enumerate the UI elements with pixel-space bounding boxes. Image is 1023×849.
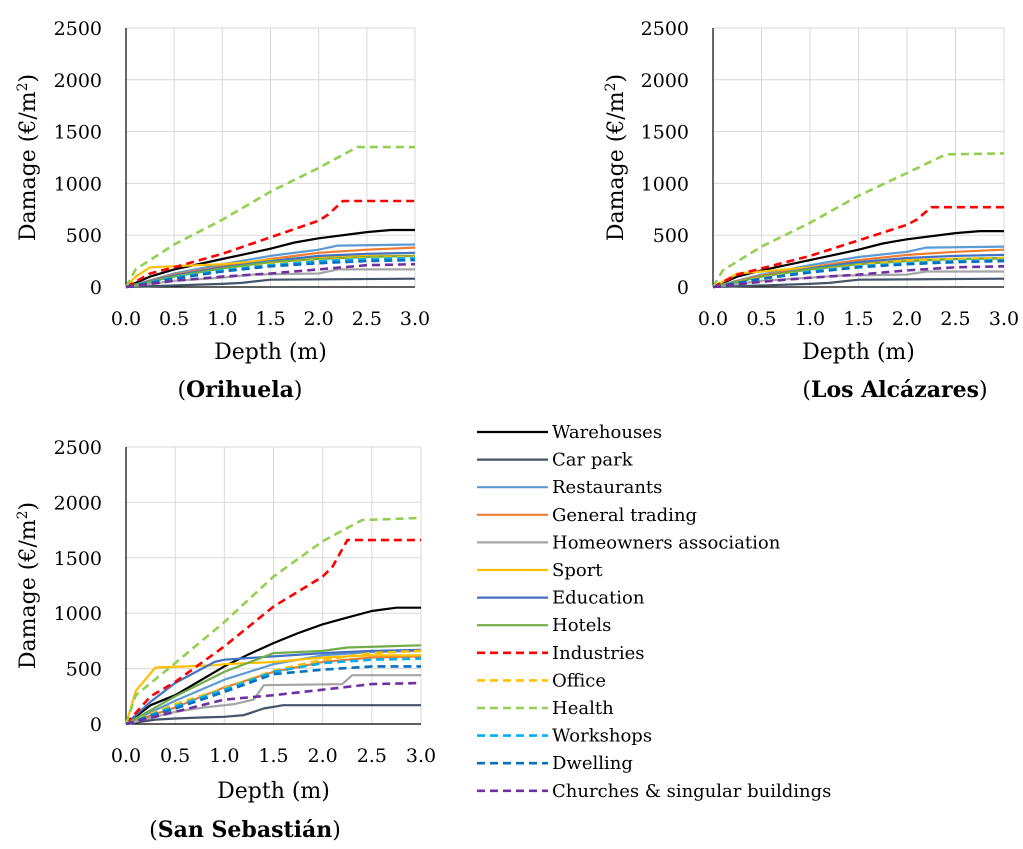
y-axis-label: Damage (€/m2) [15,74,41,241]
x-tick-label: 0.0 [111,308,141,330]
y-tick-label: 2500 [641,18,689,40]
x-tick-label: 3.0 [406,745,436,767]
series-line-hotels [125,644,422,725]
x-tick-label: 0.0 [111,745,141,767]
y-tick-label: 1000 [54,603,102,625]
series-line-dwelling [125,258,416,289]
y-tick-label: 0 [90,277,102,299]
legend-label-churches-singular-buildings: Churches & singular buildings [552,781,831,802]
series-line-warehouses [125,228,415,289]
x-tick-label: 2.0 [304,308,334,330]
y-tick-label: 2000 [54,492,102,514]
legend-label-workshops: Workshops [552,726,652,747]
x-tick-label: 3.0 [989,308,1019,330]
legend-label-warehouses: Warehouses [552,422,662,443]
y-tick-label: 500 [66,225,102,247]
x-axis-label: Depth (m) [217,779,330,804]
x-tick-label: 0.5 [746,308,776,330]
series-line-health [711,152,1005,288]
x-tick-label: 1.5 [843,308,873,330]
x-tick-label: 2.0 [308,745,338,767]
y-tick-label: 1500 [54,122,102,144]
y-tick-label: 1000 [54,173,102,195]
y-tick-label: 0 [677,277,689,299]
panel-title: (Los Alcázares) [802,377,987,403]
legend: Warehouses Car park Restaurants General tra… [477,422,831,802]
panel-title: (San Sebastián) [149,817,341,843]
legend-label-homeowners-association: Homeowners association [552,532,781,553]
legend-label-sport: Sport [552,560,603,581]
series-line-workshops [125,657,422,726]
y-tick-label: 1500 [54,548,102,570]
x-tick-label: 0.0 [698,308,728,330]
series-line-churches-singular-buildings [712,265,1005,289]
x-tick-label: 2.5 [940,308,970,330]
x-tick-label: 1.5 [255,308,285,330]
legend-label-education: Education [552,588,645,609]
chart-san-sebastian: 0.0 0.5 1.0 1.5 2.0 2.5 3.0 0 500 1000 1500 2000 250… [15,437,436,843]
legend-label-car-park: Car park [552,450,634,471]
x-tick-label: 3.0 [400,308,430,330]
legend-label-general-trading: General trading [552,505,697,526]
y-tick-label: 500 [653,225,689,247]
y-tick-label: 2500 [54,437,102,459]
series-line-education [125,648,422,725]
x-tick-label: 1.5 [258,745,288,767]
x-tick-label: 0.5 [160,745,190,767]
x-axis-label: Depth (m) [802,340,915,365]
y-tick-label: 2000 [54,70,102,92]
legend-label-hotels: Hotels [552,615,611,636]
y-axis-label: Damage (€/m2) [603,74,629,241]
series-line-churches-singular-buildings [125,681,422,726]
y-tick-label: 0 [90,714,102,736]
x-tick-label: 2.0 [892,308,922,330]
legend-label-industries: Industries [552,643,645,664]
x-tick-label: 1.0 [795,308,825,330]
series-line-industries [712,205,1004,289]
x-axis-label: Depth (m) [214,340,327,365]
chart-orihuela: 0.0 0.5 1.0 1.5 2.0 2.5 3.0 0 500 1000 1500 2000 250… [15,18,430,403]
series-line-dwelling [125,665,421,726]
y-axis-label: Damage (€/m2) [15,502,41,669]
y-tick-label: 1500 [641,122,689,144]
series-line-health [124,145,415,288]
x-tick-label: 2.5 [352,308,382,330]
x-tick-label: 2.5 [357,745,387,767]
x-tick-label: 1.0 [207,308,237,330]
legend-label-dwelling: Dwelling [552,753,633,774]
panel-title: (Orihuela) [178,377,303,403]
x-tick-label: 0.5 [159,308,189,330]
chart-los-alcazares: 0.0 0.5 1.0 1.5 2.0 2.5 3.0 0 500 1000 1500 2000 250… [603,18,1019,403]
series-line-hotels [125,254,416,289]
series-line-dwelling [712,259,1005,289]
series-line-industries [125,538,421,725]
legend-label-office: Office [552,670,606,691]
series-line-churches-singular-buildings [125,262,416,289]
series-line-homeowners-association [125,268,415,289]
series-line-car-park [712,277,1005,289]
series-line-car-park [125,704,421,726]
legend-label-health: Health [552,698,614,719]
series-line-homeowners-association [712,270,1004,289]
y-tick-label: 2000 [641,70,689,92]
y-tick-label: 500 [66,659,102,681]
y-tick-label: 1000 [641,173,689,195]
series-line-sport [125,254,415,288]
y-tick-label: 2500 [54,18,102,40]
series-line-car-park [125,277,416,289]
legend-label-restaurants: Restaurants [552,477,662,498]
x-tick-label: 1.0 [209,745,239,767]
series-line-homeowners-association [125,674,421,726]
